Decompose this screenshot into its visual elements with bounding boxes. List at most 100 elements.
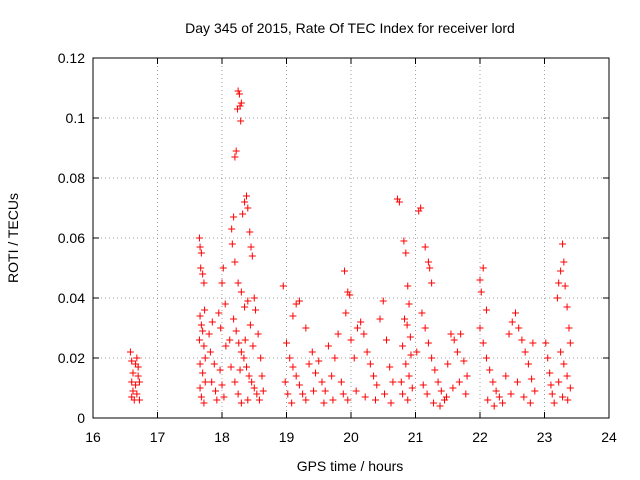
- data-point: [400, 237, 408, 245]
- data-point: [560, 360, 568, 368]
- data-point: [128, 378, 136, 386]
- data-point: [518, 336, 526, 344]
- y-tick-label: 0.02: [58, 350, 85, 366]
- data-point: [302, 324, 310, 332]
- data-point: [208, 318, 216, 326]
- data-point: [495, 393, 503, 401]
- data-point: [230, 213, 238, 221]
- data-point: [513, 378, 521, 386]
- data-points: [126, 87, 574, 410]
- y-tick-label: 0.12: [58, 50, 85, 66]
- data-point: [346, 291, 354, 299]
- data-point: [128, 357, 136, 365]
- data-point: [217, 324, 225, 332]
- data-point: [450, 336, 458, 344]
- data-point: [437, 387, 445, 395]
- data-point: [555, 279, 563, 287]
- data-point: [244, 204, 252, 212]
- x-tick-label: 23: [537, 429, 553, 445]
- data-point: [237, 348, 245, 356]
- data-point: [286, 354, 294, 362]
- data-point: [339, 390, 347, 398]
- data-point: [424, 258, 432, 266]
- data-point: [477, 288, 485, 296]
- data-point: [134, 372, 142, 380]
- data-point: [397, 378, 405, 386]
- data-point: [246, 321, 254, 329]
- data-point: [436, 402, 444, 410]
- data-point: [386, 363, 394, 371]
- data-point: [381, 390, 389, 398]
- data-point: [197, 249, 205, 257]
- data-point: [479, 264, 487, 272]
- data-point: [442, 393, 450, 401]
- data-point: [353, 324, 361, 332]
- data-point: [428, 279, 436, 287]
- data-point: [295, 381, 303, 389]
- data-point: [244, 396, 252, 404]
- chart-title: Day 345 of 2015, Rate Of TEC Index for r…: [185, 20, 515, 36]
- y-tick-label: 0.1: [66, 110, 86, 126]
- data-point: [318, 378, 326, 386]
- data-point: [196, 243, 204, 251]
- data-point: [129, 369, 137, 377]
- data-point: [195, 336, 203, 344]
- data-point: [237, 117, 245, 125]
- y-tick-label: 0.04: [58, 290, 85, 306]
- data-point: [295, 297, 303, 305]
- data-point: [563, 372, 571, 380]
- data-point: [201, 378, 209, 386]
- data-point: [350, 354, 358, 362]
- data-point: [232, 327, 240, 335]
- data-point: [237, 99, 245, 107]
- data-point: [248, 252, 256, 260]
- data-point: [431, 366, 439, 374]
- x-axis-label: GPS time / hours: [297, 458, 404, 474]
- data-point: [315, 357, 323, 365]
- data-point: [252, 306, 260, 314]
- data-point: [455, 378, 463, 386]
- data-point: [490, 402, 498, 410]
- data-point: [505, 330, 513, 338]
- data-point: [199, 270, 207, 278]
- data-point: [135, 378, 143, 386]
- data-point: [542, 339, 550, 347]
- data-point: [232, 147, 240, 155]
- y-tick-label: 0.06: [58, 230, 85, 246]
- data-point: [196, 312, 204, 320]
- data-point: [221, 300, 229, 308]
- data-point: [200, 399, 208, 407]
- data-point: [401, 315, 409, 323]
- data-point: [257, 354, 265, 362]
- x-tick-label: 19: [279, 429, 295, 445]
- data-point: [521, 348, 529, 356]
- data-point: [524, 360, 532, 368]
- data-point: [393, 195, 401, 203]
- data-point: [460, 357, 468, 365]
- data-point: [430, 399, 438, 407]
- data-point: [548, 390, 556, 398]
- data-point: [253, 390, 261, 398]
- data-point: [200, 279, 208, 287]
- data-point: [403, 321, 411, 329]
- data-point: [241, 303, 249, 311]
- axis-ticks: 0 0.02 0.04 0.06 0.08 0.1 0.12 16 17 18 19 20 21 22 23…: [58, 50, 617, 445]
- data-point: [218, 279, 226, 287]
- data-point: [250, 384, 258, 392]
- data-point: [200, 342, 208, 350]
- data-point: [424, 339, 432, 347]
- data-point: [389, 378, 397, 386]
- data-point: [444, 360, 452, 368]
- data-point: [231, 378, 239, 386]
- y-axis-label: ROTI / TECUs: [5, 193, 21, 283]
- data-point: [413, 348, 421, 356]
- data-point: [239, 210, 247, 218]
- data-point: [328, 372, 336, 380]
- data-point: [373, 381, 381, 389]
- data-point: [559, 393, 567, 401]
- data-point: [557, 348, 565, 356]
- data-point: [417, 204, 425, 212]
- data-point: [520, 393, 528, 401]
- data-point: [197, 321, 205, 329]
